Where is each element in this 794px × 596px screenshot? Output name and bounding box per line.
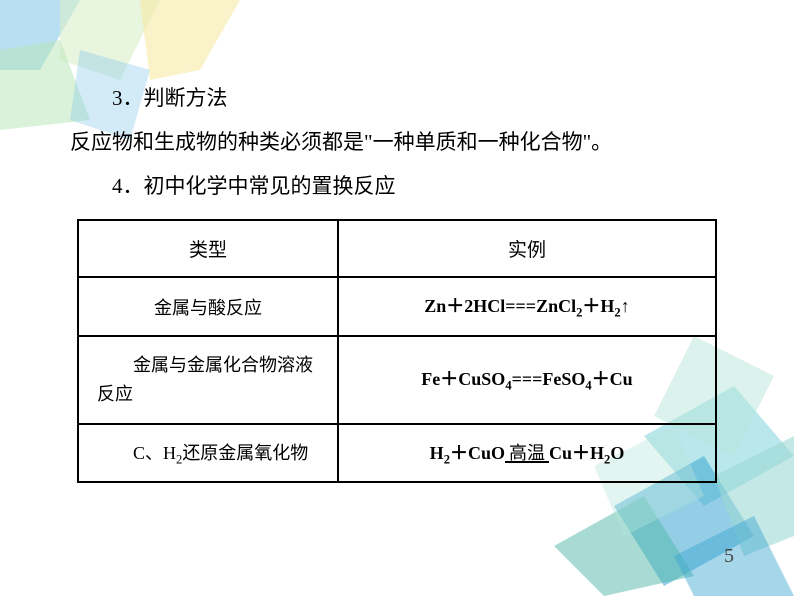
cell-type: 金属与酸反应 (78, 277, 338, 336)
cell-type: C、H2还原金属氧化物 (78, 424, 338, 483)
reactions-table: 类型 实例 金属与酸反应 Zn＋2HCl===ZnCl2＋H2↑ 金属与金属化合… (77, 219, 717, 483)
cell-example: H2＋CuO高温Cu＋H2O (338, 424, 716, 483)
cell-type: 金属与金属化合物溶液反应 (78, 336, 338, 424)
section-paragraph-3: 反应物和生成物的种类必须都是"一种单质和一种化合物"。 (70, 124, 724, 162)
col-header-example: 实例 (338, 220, 716, 277)
cell-example: Zn＋2HCl===ZnCl2＋H2↑ (338, 277, 716, 336)
col-header-type: 类型 (78, 220, 338, 277)
section-heading-4: 4．初中化学中常见的置换反应 (70, 168, 724, 206)
cell-example: Fe＋CuSO4===FeSO4＋Cu (338, 336, 716, 424)
slide-content: 3．判断方法 反应物和生成物的种类必须都是"一种单质和一种化合物"。 4．初中化… (0, 0, 794, 483)
page-number: 5 (724, 545, 734, 568)
table-row: 金属与金属化合物溶液反应 Fe＋CuSO4===FeSO4＋Cu (78, 336, 716, 424)
table-row: C、H2还原金属氧化物 H2＋CuO高温Cu＋H2O (78, 424, 716, 483)
table-header-row: 类型 实例 (78, 220, 716, 277)
section-heading-3: 3．判断方法 (70, 80, 724, 118)
table-row: 金属与酸反应 Zn＋2HCl===ZnCl2＋H2↑ (78, 277, 716, 336)
